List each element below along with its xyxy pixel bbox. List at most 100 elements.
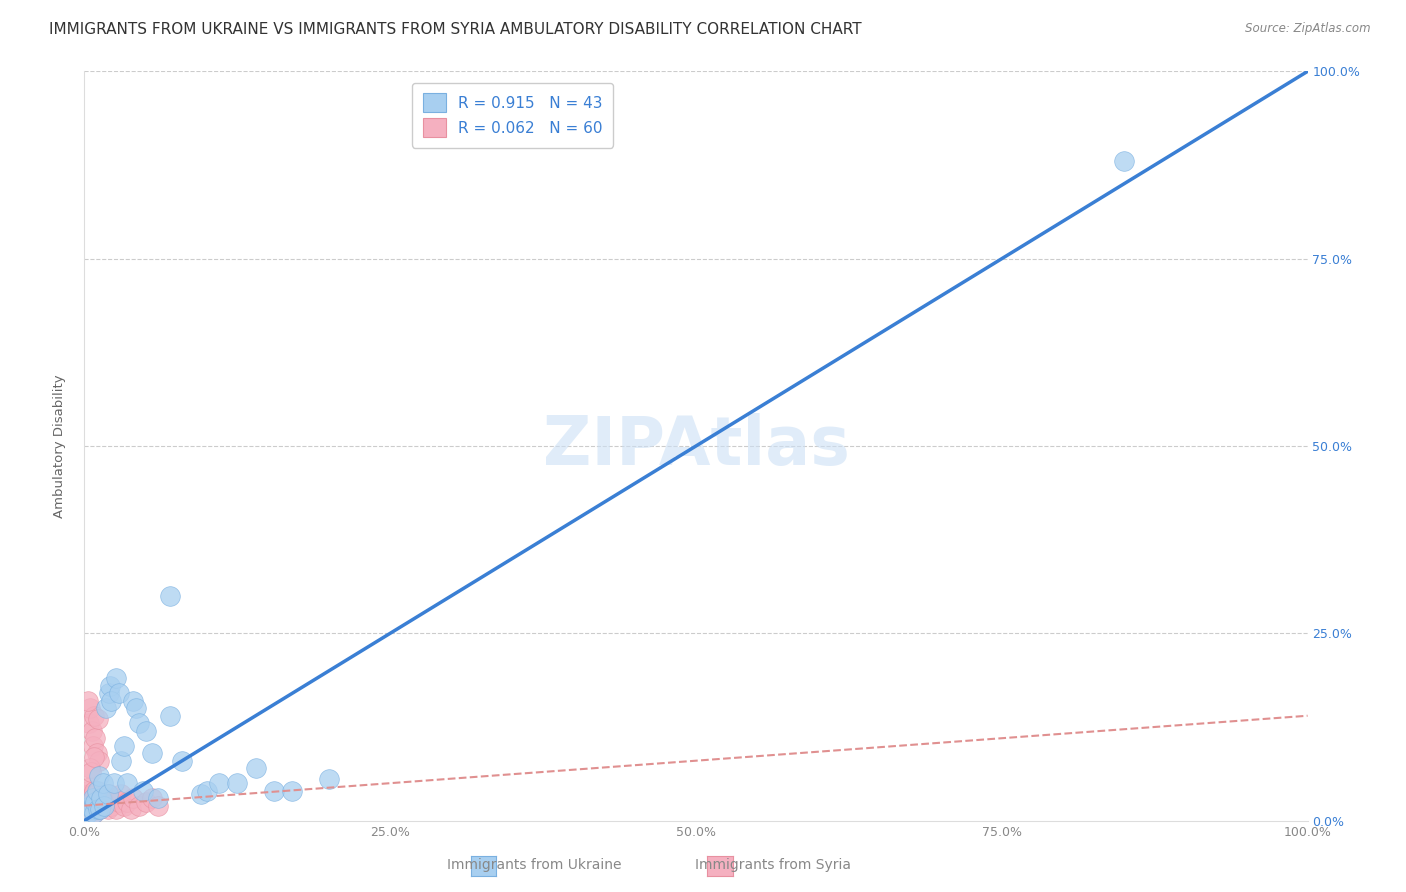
Point: [89, 802, 111, 816]
Text: ZIPAtlas: ZIPAtlas: [543, 413, 849, 479]
Point: [80, 764, 103, 779]
Point: [97, 686, 120, 700]
Point: [159, 708, 181, 723]
Point: [83, 795, 105, 809]
Point: [83, 750, 105, 764]
Point: [195, 783, 218, 797]
Point: [80, 791, 103, 805]
Point: [75, 795, 97, 809]
Point: [226, 776, 249, 790]
Point: [86, 746, 108, 760]
Point: [87, 795, 110, 809]
Point: [208, 776, 231, 790]
Point: [90, 798, 112, 813]
Point: [97, 802, 120, 816]
Point: [80, 723, 103, 738]
Text: Immigrants from Ukraine: Immigrants from Ukraine: [447, 858, 621, 872]
Point: [120, 802, 142, 816]
Point: [77, 716, 100, 731]
Point: [100, 694, 122, 708]
Point: [110, 754, 132, 768]
Point: [112, 739, 135, 753]
Point: [84, 731, 107, 746]
Point: [135, 795, 157, 809]
Point: [132, 783, 155, 797]
Point: [87, 754, 110, 768]
Point: [84, 798, 107, 813]
Point: [86, 788, 108, 802]
Point: [89, 791, 111, 805]
Point: [87, 783, 110, 797]
Point: [79, 795, 101, 809]
Text: IMMIGRANTS FROM UKRAINE VS IMMIGRANTS FROM SYRIA AMBULATORY DISABILITY CORRELATI: IMMIGRANTS FROM UKRAINE VS IMMIGRANTS FR…: [49, 22, 862, 37]
Point: [105, 802, 128, 816]
Point: [82, 798, 104, 813]
Point: [141, 746, 163, 760]
Legend: R = 0.915   N = 43, R = 0.062   N = 60: R = 0.915 N = 43, R = 0.062 N = 60: [412, 83, 613, 147]
Point: [105, 671, 128, 685]
Point: [76, 798, 98, 813]
Point: [75, 791, 97, 805]
Point: [83, 783, 105, 797]
Point: [82, 788, 104, 802]
Point: [90, 795, 112, 809]
Point: [97, 788, 120, 802]
Point: [96, 701, 118, 715]
Point: [100, 798, 122, 813]
Point: [110, 788, 132, 802]
Point: [82, 791, 104, 805]
Point: [125, 701, 148, 715]
Point: [128, 798, 150, 813]
Point: [89, 802, 111, 816]
Point: [77, 788, 100, 802]
Point: [76, 783, 98, 797]
Point: [82, 739, 104, 753]
Point: [263, 783, 285, 797]
Point: [86, 802, 108, 816]
Text: Immigrants from Syria: Immigrants from Syria: [696, 858, 851, 872]
Point: [172, 754, 194, 768]
Point: [86, 783, 108, 797]
Point: [190, 788, 212, 802]
Point: [83, 708, 105, 723]
Point: [84, 791, 107, 805]
Point: [146, 791, 169, 805]
Point: [1114, 154, 1136, 169]
Point: [122, 694, 145, 708]
Y-axis label: Ambulatory Disability: Ambulatory Disability: [52, 374, 66, 518]
Point: [77, 694, 100, 708]
Point: [93, 798, 115, 813]
Point: [87, 798, 110, 813]
Point: [135, 723, 157, 738]
Point: [159, 589, 181, 603]
Text: Source: ZipAtlas.com: Source: ZipAtlas.com: [1246, 22, 1371, 36]
Point: [122, 791, 145, 805]
Point: [146, 798, 169, 813]
Point: [87, 769, 110, 783]
Point: [103, 776, 125, 790]
Point: [103, 791, 125, 805]
Point: [83, 806, 105, 821]
Point: [77, 806, 100, 821]
Point: [115, 776, 138, 790]
Point: [87, 713, 110, 727]
Point: [90, 791, 112, 805]
Point: [318, 772, 340, 787]
Point: [107, 686, 129, 700]
Point: [77, 802, 100, 816]
Point: [80, 802, 103, 816]
Point: [93, 798, 115, 813]
Point: [128, 716, 150, 731]
Point: [115, 795, 138, 809]
Point: [97, 788, 120, 802]
Point: [79, 701, 101, 715]
Point: [98, 679, 121, 693]
Point: [79, 761, 101, 775]
Point: [91, 788, 114, 802]
Point: [98, 795, 121, 809]
Point: [80, 802, 103, 816]
Point: [77, 798, 100, 813]
Point: [87, 802, 110, 816]
Point: [112, 798, 135, 813]
Point: [83, 806, 105, 821]
